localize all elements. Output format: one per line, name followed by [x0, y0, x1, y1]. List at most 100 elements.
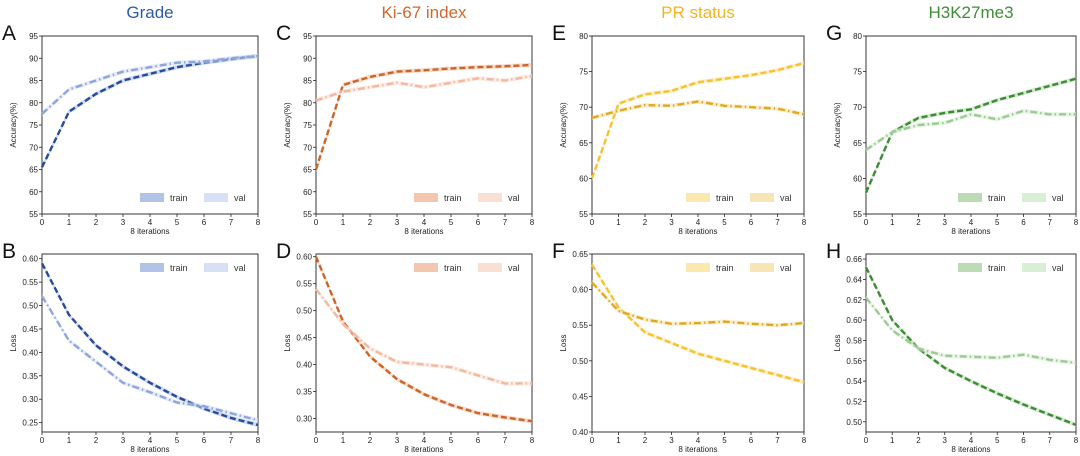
legend-swatch-val — [478, 263, 502, 272]
y-axis-label: Loss — [833, 335, 842, 352]
legend-label-train: train — [988, 193, 1006, 203]
column-title: Ki-67 index — [381, 3, 467, 22]
series-band-val — [866, 295, 1076, 365]
x-axis-label: 8 iterations — [130, 227, 169, 236]
y-axis-label: Accuracy(%) — [283, 102, 292, 148]
legend-label-train: train — [716, 263, 734, 273]
x-tick-label: 2 — [368, 436, 373, 445]
x-tick-label: 1 — [616, 218, 621, 227]
x-tick-label: 7 — [1048, 436, 1053, 445]
x-tick-label: 5 — [175, 436, 180, 445]
y-tick-label: 0.25 — [22, 419, 38, 428]
plot-frame — [865, 35, 1077, 215]
x-axis-label: 8 iterations — [678, 445, 717, 454]
y-tick-label: 0.40 — [22, 348, 38, 357]
y-tick-label: 0.60 — [572, 286, 588, 295]
panel-letter: F — [552, 240, 565, 263]
x-tick-label: 7 — [775, 436, 780, 445]
y-tick-label: 0.35 — [22, 372, 38, 381]
panel-d: D 0.30 0.35 0.40 0.45 0.50 0.55 0.60 0 1 2 3 4 5 6 7 8 8 … — [276, 240, 535, 454]
legend-label-val: val — [780, 263, 792, 273]
y-tick-label: 0.65 — [572, 250, 588, 259]
legend-swatch-train — [686, 263, 710, 272]
x-tick-label: 6 — [1021, 218, 1026, 227]
column-title: PR status — [661, 3, 735, 22]
x-tick-label: 6 — [476, 218, 481, 227]
x-tick-label: 7 — [1048, 218, 1053, 227]
y-tick-label: 55 — [303, 210, 312, 219]
x-tick-label: 7 — [775, 218, 780, 227]
legend-swatch-train — [958, 193, 982, 202]
legend-label-val: val — [1052, 193, 1064, 203]
x-tick-label: 5 — [995, 218, 1000, 227]
x-tick-label: 1 — [341, 436, 346, 445]
x-tick-label: 8 — [530, 218, 535, 227]
y-tick-label: 0.30 — [296, 415, 312, 424]
x-tick-label: 8 — [802, 218, 807, 227]
y-tick-label: 80 — [853, 32, 862, 41]
plot-frame — [41, 35, 259, 215]
x-tick-label: 3 — [669, 218, 674, 227]
y-tick-label: 70 — [853, 103, 862, 112]
column-title: Grade — [126, 3, 173, 22]
y-tick-label: 0.56 — [846, 357, 862, 366]
y-tick-label: 95 — [303, 32, 312, 41]
y-tick-label: 65 — [853, 139, 862, 148]
y-tick-label: 0.55 — [296, 280, 312, 289]
y-axis-label: Accuracy(%) — [9, 102, 18, 148]
x-tick-label: 3 — [121, 436, 126, 445]
series-band-train — [42, 53, 258, 170]
x-tick-label: 0 — [590, 436, 595, 445]
y-tick-label: 0.50 — [296, 307, 312, 316]
y-tick-label: 0.60 — [296, 253, 312, 262]
x-tick-label: 2 — [916, 218, 921, 227]
y-tick-label: 85 — [29, 77, 38, 86]
y-tick-label: 60 — [853, 174, 862, 183]
series-line-train — [314, 256, 533, 423]
series-line-val — [315, 288, 532, 385]
x-tick-label: 1 — [67, 436, 72, 445]
y-tick-label: 65 — [579, 139, 588, 148]
legend-label-val: val — [234, 263, 246, 273]
x-tick-label: 5 — [175, 218, 180, 227]
y-tick-label: 65 — [29, 166, 38, 175]
x-tick-label: 8 — [802, 436, 807, 445]
x-tick-label: 6 — [749, 436, 754, 445]
plot-frame — [591, 35, 805, 215]
y-tick-label: 0.35 — [296, 388, 312, 397]
column-title: H3K27me3 — [928, 3, 1013, 22]
y-axis-label: Loss — [9, 335, 18, 352]
x-axis-label: 8 iterations — [404, 227, 443, 236]
series-band-val — [866, 108, 1076, 153]
x-tick-label: 6 — [749, 218, 754, 227]
panel-g: H3K27me3 G 55 60 65 70 75 80 0 1 2 3 4 5 6 7 8 8 iteratio… — [826, 3, 1079, 236]
y-tick-label: 0.45 — [572, 392, 588, 401]
legend-label-train: train — [170, 263, 188, 273]
panel-letter: H — [826, 240, 841, 263]
y-tick-label: 75 — [853, 68, 862, 77]
y-tick-label: 55 — [29, 210, 38, 219]
y-tick-label: 80 — [29, 99, 38, 108]
x-tick-label: 3 — [943, 218, 948, 227]
y-tick-label: 0.50 — [572, 357, 588, 366]
y-tick-label: 60 — [579, 174, 588, 183]
legend-swatch-val — [204, 193, 228, 202]
panel-a: Grade A 55 60 65 70 75 80 85 90 95 0 1 2 3 4 5 6 7 8 8 itera… — [2, 3, 261, 236]
y-tick-label: 0.58 — [846, 336, 862, 345]
x-tick-label: 2 — [368, 218, 373, 227]
y-tick-label: 0.50 — [22, 302, 38, 311]
x-axis-label: 8 iterations — [951, 227, 990, 236]
panel-letter: B — [2, 240, 16, 263]
y-tick-label: 85 — [303, 77, 312, 86]
y-tick-label: 60 — [29, 188, 38, 197]
panel-letter: A — [2, 22, 16, 45]
x-tick-label: 4 — [148, 218, 153, 227]
x-tick-label: 0 — [40, 218, 45, 227]
x-tick-label: 7 — [503, 218, 508, 227]
x-tick-label: 8 — [1074, 436, 1079, 445]
series-band-train — [866, 76, 1076, 195]
x-tick-label: 2 — [94, 218, 99, 227]
x-tick-label: 8 — [530, 436, 535, 445]
x-tick-label: 3 — [395, 436, 400, 445]
